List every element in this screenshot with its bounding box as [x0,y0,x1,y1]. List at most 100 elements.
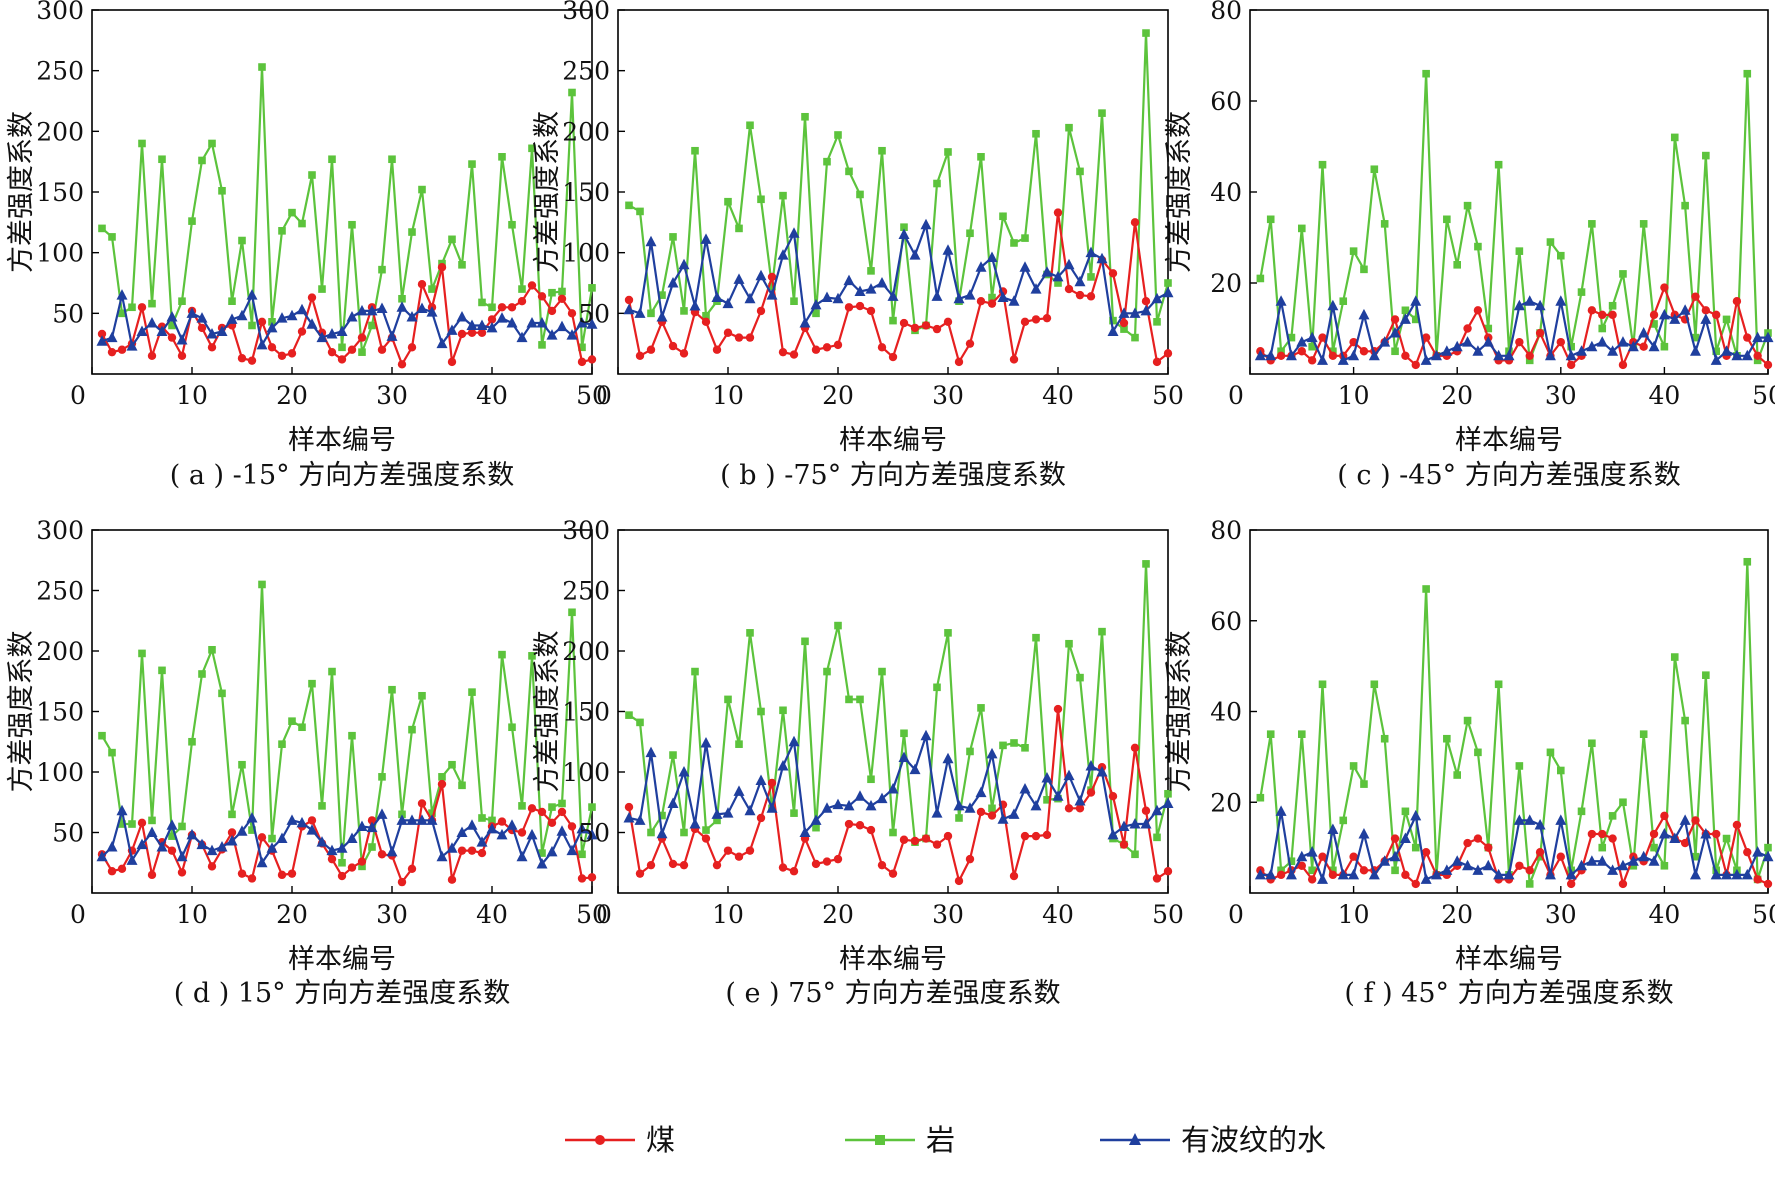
data-point-coal [844,303,854,312]
data-point-coal [1401,870,1410,880]
data-point-water [296,303,308,315]
data-point-rock [900,223,908,231]
data-point-rock [1380,734,1389,743]
data-point-water [1627,855,1639,866]
y-axis-title: 方差强度系数 [6,111,37,273]
data-point-rock [1546,748,1555,757]
data-point-rock [1557,251,1565,260]
y-axis-title: 方差强度系数 [6,631,37,793]
y-tick-label: 200 [36,117,84,146]
data-point-rock [1054,279,1062,287]
data-point-water [1019,782,1031,794]
data-point-rock [248,321,256,330]
data-point-water [1534,299,1546,311]
data-point-water [1482,336,1494,347]
data-point-coal [507,303,517,312]
data-point-rock [398,810,406,819]
data-point-rock [977,704,985,712]
data-point-water [406,310,418,322]
data-point-rock [508,220,516,229]
y-tick-label: 20 [1210,269,1242,298]
data-point-rock [568,608,576,617]
data-point-coal [1587,829,1597,839]
data-point-coal [712,860,722,870]
x-tick-label: 10 [1338,381,1370,410]
data-point-water [1503,868,1515,880]
data-point-rock [1681,201,1689,210]
data-point-water [876,277,888,288]
data-point-coal [527,804,537,813]
data-point-coal [477,328,487,337]
data-point-water [146,826,158,837]
data-point-coal [1421,333,1431,342]
data-point-water [506,317,518,328]
data-point-coal [1009,355,1019,364]
data-point-rock [568,88,576,97]
data-point-water [486,321,498,333]
data-point-coal [833,340,843,350]
y-tick-label: 250 [562,57,610,86]
data-point-coal [377,345,387,354]
data-point-water [1669,313,1681,324]
data-point-water [942,244,954,255]
data-point-water [306,824,318,835]
data-point-rock [999,212,1007,221]
data-point-coal [679,860,689,870]
data-point-coal [1411,879,1420,889]
data-point-coal [789,867,799,876]
data-point-coal [537,292,547,301]
data-point-water [645,235,657,247]
data-point-coal [954,876,964,886]
y-tick-label: 40 [1210,178,1242,207]
data-point-rock [378,773,386,781]
data-point-rock [1422,69,1430,78]
data-point-rock [1681,716,1689,725]
data-point-water [1129,307,1141,318]
data-point-coal [1031,315,1041,324]
plot-frame [1249,529,1769,894]
data-point-water [506,819,518,830]
data-point-coal [1598,310,1607,320]
data-point-water [755,774,767,785]
data-point-coal [1649,310,1659,320]
data-point-water [689,300,701,311]
data-point-water [1337,354,1349,365]
data-point-water [136,325,148,337]
data-point-water [1555,814,1567,825]
data-point-water [176,334,188,345]
data-point-rock [812,823,820,832]
data-point-coal [1732,820,1742,830]
data-point-water [1700,313,1712,324]
data-point-coal [866,306,876,316]
data-point-coal [1020,317,1030,327]
data-point-water [1596,336,1608,347]
data-point-rock [1474,748,1482,757]
data-point-water [1679,814,1691,825]
data-point-water [1140,304,1152,316]
data-point-coal [1473,834,1483,843]
y-tick-label: 50 [578,299,610,328]
data-point-water [997,291,1009,303]
data-point-coal [557,294,567,303]
data-point-water [876,792,888,804]
y-tick-label: 100 [562,239,610,268]
data-point-coal [1297,861,1307,870]
data-point-water [136,838,148,850]
data-point-water [700,736,712,748]
data-point-water [196,838,208,850]
data-point-coal [1390,315,1400,324]
data-point-coal [1328,870,1338,880]
data-point-water [832,798,844,810]
data-point-water [1265,868,1277,880]
data-point-water [1669,832,1681,844]
data-point-rock [1619,798,1627,807]
data-point-water [146,317,158,328]
x-tick-label: 20 [1441,381,1473,410]
data-point-coal [497,303,507,312]
x-tick-label: 10 [176,900,208,929]
data-point-rock [669,233,677,241]
data-point-water [416,302,428,313]
data-point-rock [1021,234,1029,242]
data-point-water [1462,859,1474,871]
data-point-rock [238,236,246,245]
